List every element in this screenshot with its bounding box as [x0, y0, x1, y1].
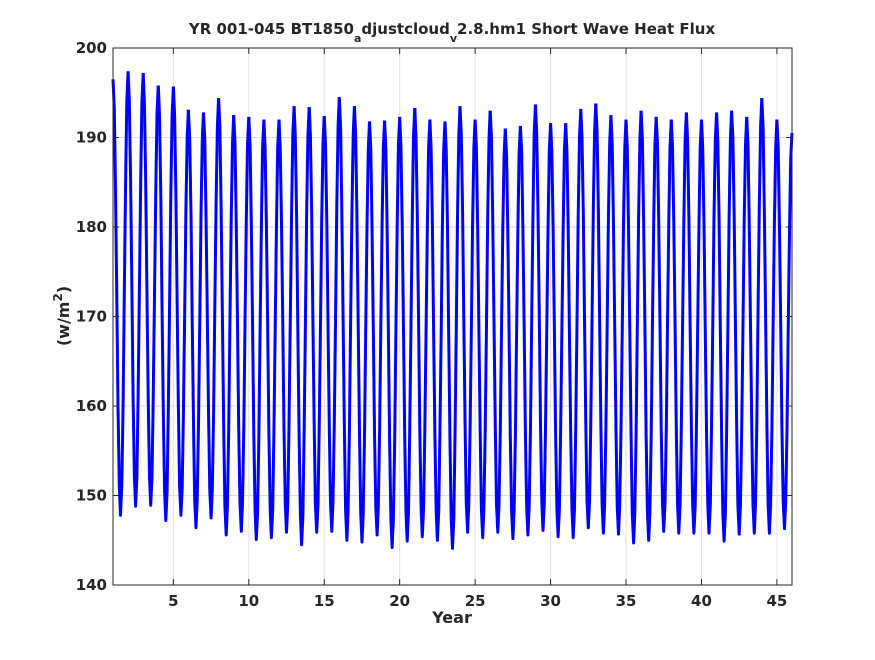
series-line-segment	[549, 123, 568, 539]
y-axis-title: (w/m2)	[51, 286, 73, 346]
series-line-segment	[564, 108, 583, 540]
chart-title-suffix: 2.8.hm1 Short Wave Heat Flux	[457, 20, 715, 38]
y-tick-label: 180	[76, 218, 107, 236]
y-tick-label: 190	[76, 129, 107, 147]
series-line-segment	[217, 98, 236, 537]
x-tick-label: 30	[540, 592, 561, 610]
series-line-segment	[715, 110, 734, 543]
tick-marks	[113, 47, 792, 586]
series-line-segment	[171, 86, 190, 517]
series-line-segment	[730, 110, 749, 536]
series-line-segment	[594, 103, 613, 535]
chart-title: YR 001-045 BT1850adjustcloudv2.8.hm1 Sho…	[188, 20, 716, 45]
x-tick-label: 15	[314, 592, 335, 610]
chart-title-prefix: YR 001-045 BT1850	[188, 20, 354, 38]
series-line-segment	[126, 71, 145, 508]
plot-series	[111, 71, 794, 550]
series-line-segment	[654, 116, 673, 533]
x-tick-labels: 5 10 15 20 25 30 35 40 45	[168, 592, 787, 610]
series-line-segment	[186, 109, 205, 530]
chart-title-subscript-1: a	[354, 32, 361, 45]
y-tick-label: 150	[76, 487, 107, 505]
y-tick-label: 160	[76, 397, 107, 415]
x-tick-label: 40	[691, 592, 712, 610]
x-tick-label: 5	[168, 592, 178, 610]
y-tick-label: 200	[76, 39, 107, 57]
series-line-segment	[609, 115, 628, 536]
series-line-segment	[473, 110, 492, 540]
y-tick-labels: 140 150 160 170 180 190 200	[76, 39, 107, 594]
series-line-segment	[111, 71, 130, 517]
series-line-segment	[383, 116, 402, 549]
x-tick-label: 45	[766, 592, 787, 610]
x-tick-label: 25	[465, 592, 486, 610]
series-line-segment	[262, 119, 281, 540]
y-tick-label: 140	[76, 576, 107, 594]
x-tick-label: 20	[389, 592, 410, 610]
series-line-segment	[760, 98, 779, 535]
series-line-segment	[337, 97, 356, 542]
series-line-segment	[202, 98, 221, 520]
series-line-segment	[247, 116, 266, 541]
series-line-segment	[624, 110, 643, 545]
series-line-segment	[292, 106, 311, 547]
y-tick-label: 170	[76, 308, 107, 326]
y-axis-title-superscript: 2	[51, 293, 65, 301]
series-line-segment	[352, 106, 371, 544]
y-axis-title-base: (w/m	[54, 302, 73, 347]
chart-title-mid: djustcloud	[361, 20, 449, 38]
series-line-segment	[669, 112, 688, 535]
series-line-segment	[413, 107, 432, 539]
series-line-segment	[307, 107, 326, 534]
series-line-segment	[639, 110, 658, 542]
series-line-segment	[232, 115, 251, 533]
series-line-segment	[488, 110, 507, 534]
series-line-segment	[277, 106, 296, 534]
y-axis-title-close: )	[54, 286, 73, 293]
x-tick-label: 35	[616, 592, 637, 610]
series-line-segment	[368, 120, 387, 537]
series-line-segment	[579, 103, 598, 530]
x-tick-label: 10	[238, 592, 259, 610]
series-line-segment	[745, 98, 764, 535]
chart-title-subscript-2: v	[450, 32, 458, 45]
series-line-segment	[443, 106, 462, 550]
series-line-segment	[684, 112, 703, 535]
series-line-segment	[156, 85, 175, 523]
series-line-segment	[775, 119, 794, 531]
series-line-segment	[518, 104, 537, 537]
series-line-segment	[141, 73, 160, 507]
series-line-segment	[428, 119, 447, 542]
series-line-segment	[458, 106, 477, 534]
series-line-segment	[503, 125, 522, 540]
x-axis-title: Year	[431, 608, 472, 627]
series-line-segment	[700, 112, 719, 535]
series-line-segment	[398, 107, 417, 543]
series-line-segment	[322, 97, 341, 533]
series-line-segment	[534, 104, 553, 532]
